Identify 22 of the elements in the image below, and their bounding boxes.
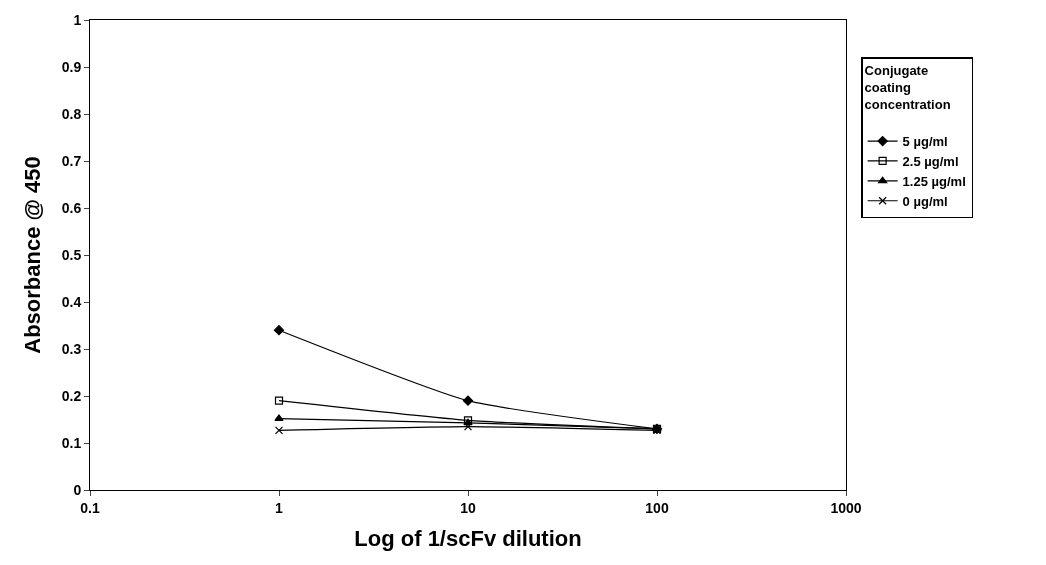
x-axis-title: Log of 1/scFv dilution <box>354 525 582 551</box>
x-tick-label: 100 <box>645 499 669 516</box>
y-tick-label: 0.8 <box>61 105 82 122</box>
y-tick-label: 0.7 <box>61 152 82 169</box>
legend-label: 5 µg/ml <box>902 134 948 150</box>
legend-label: 2.5 µg/ml <box>902 154 959 170</box>
legend-label: 1.25 µg/ml <box>902 173 966 189</box>
y-tick-label: 0.3 <box>61 340 82 357</box>
legend-title: Conjugate coating concentration <box>864 63 951 113</box>
y-tick-label: 0.4 <box>61 293 82 310</box>
x-tick-label: 10 <box>460 499 476 516</box>
y-tick-label: 0.5 <box>61 246 82 263</box>
y-tick-label: 0.1 <box>61 434 82 451</box>
x-tick-label: 1000 <box>830 499 862 516</box>
y-tick-label: 0.6 <box>61 199 82 216</box>
y-axis-title: Absorbance @ 450 <box>19 156 45 354</box>
y-tick-label: 1 <box>73 11 82 28</box>
y-tick-label: 0.2 <box>61 387 82 404</box>
y-tick-label: 0 <box>73 481 82 498</box>
legend-label: 0 µg/ml <box>902 193 948 209</box>
x-tick-label: 1 <box>275 499 284 516</box>
y-tick-label: 0.9 <box>61 58 82 75</box>
